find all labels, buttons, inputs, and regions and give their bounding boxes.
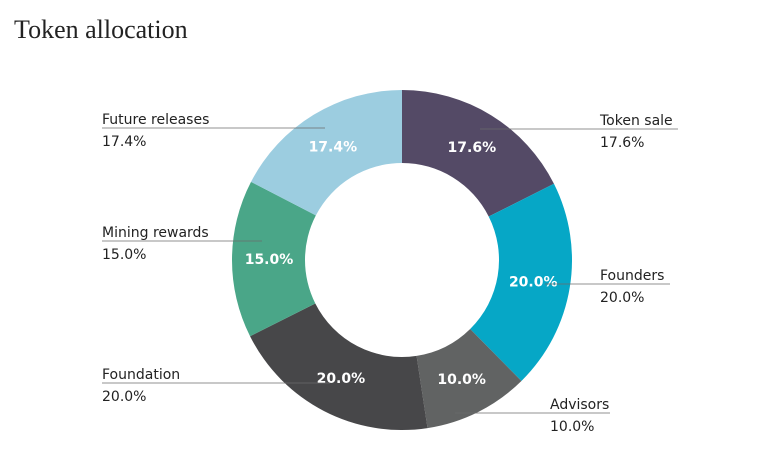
callout-value-foundation: 20.0% bbox=[102, 389, 146, 405]
callout-labels: Token sale 17.6% Founders 20.0% Advisors 10.0… bbox=[102, 112, 678, 435]
chart-title: Token allocation bbox=[14, 15, 188, 44]
callout-value-mining-rewards: 15.0% bbox=[102, 247, 146, 263]
callout-value-advisors: 10.0% bbox=[550, 419, 594, 435]
donut-slices bbox=[232, 90, 573, 430]
slice-label-foundation: 20.0% bbox=[317, 371, 366, 387]
slice-founders bbox=[470, 183, 573, 381]
callout-name-mining-rewards: Mining rewards bbox=[102, 225, 209, 241]
slice-label-mining-rewards: 15.0% bbox=[245, 252, 294, 268]
slice-foundation bbox=[250, 303, 428, 430]
slice-mining-rewards bbox=[232, 181, 316, 337]
slice-label-founders: 20.0% bbox=[509, 275, 558, 291]
callout-value-founders: 20.0% bbox=[600, 290, 644, 306]
callout-name-advisors: Advisors bbox=[550, 397, 609, 413]
slice-label-future-releases: 17.4% bbox=[309, 139, 358, 155]
callout-value-future-releases: 17.4% bbox=[102, 134, 146, 150]
slice-future-releases bbox=[251, 90, 402, 216]
slice-label-advisors: 10.0% bbox=[437, 372, 486, 388]
callout-name-founders: Founders bbox=[600, 268, 664, 284]
slice-advisors bbox=[416, 329, 522, 429]
callout-name-foundation: Foundation bbox=[102, 367, 180, 383]
slice-label-token-sale: 17.6% bbox=[448, 140, 497, 156]
slice-token-sale bbox=[402, 90, 554, 217]
callout-name-future-releases: Future releases bbox=[102, 112, 209, 128]
callout-value-token-sale: 17.6% bbox=[600, 135, 644, 151]
callout-name-token-sale: Token sale bbox=[599, 113, 673, 129]
